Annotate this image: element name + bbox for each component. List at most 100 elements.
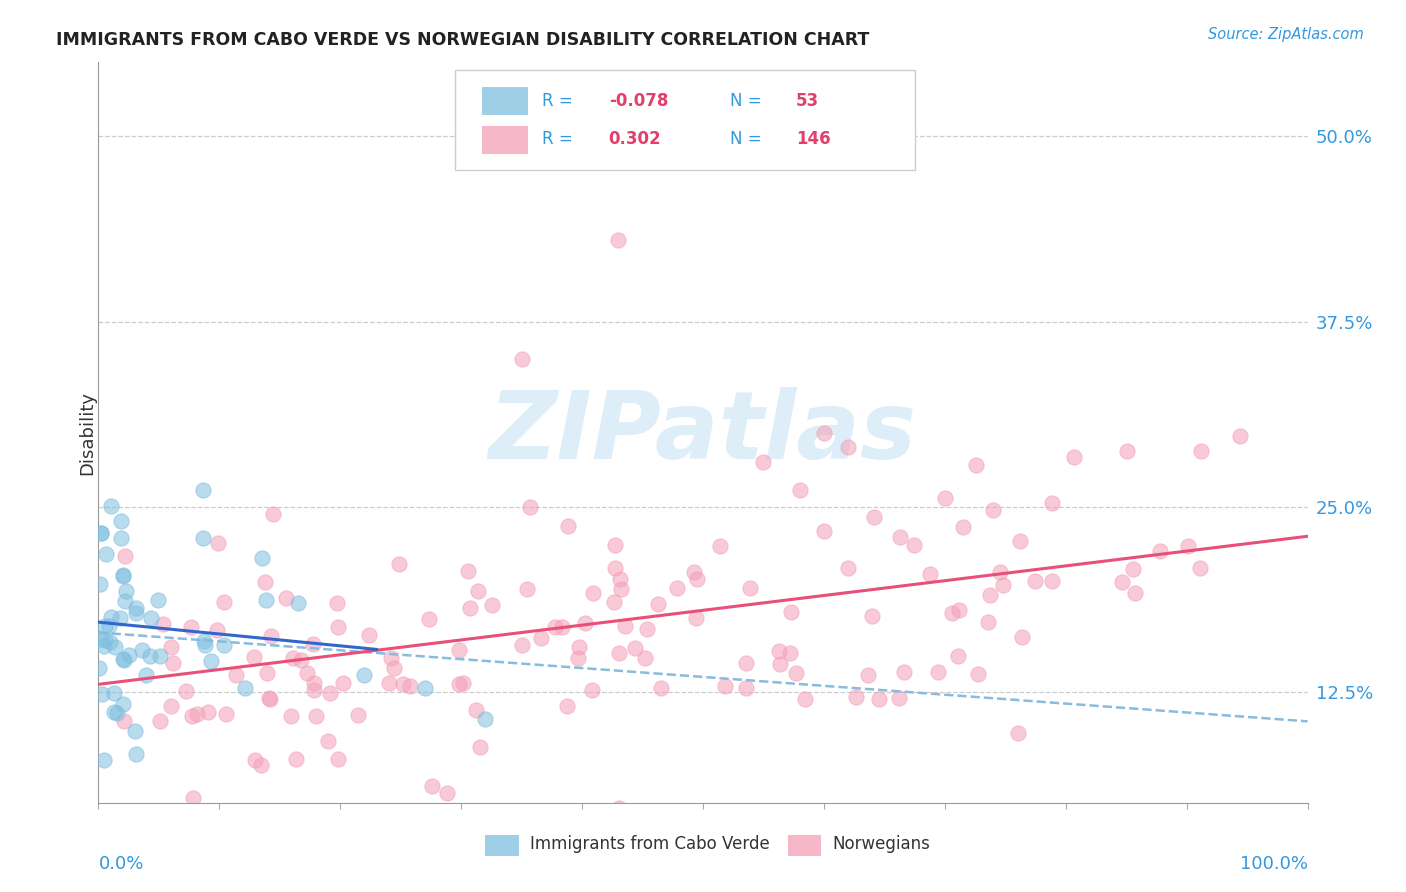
- Norwegians: [510, 639, 533, 653]
- Norwegians: [779, 646, 801, 660]
- Immigrants from Cabo Verde: [111, 569, 134, 583]
- Text: -0.078: -0.078: [609, 92, 668, 110]
- Text: Norwegians: Norwegians: [832, 835, 931, 854]
- Norwegians: [574, 616, 596, 631]
- Immigrants from Cabo Verde: [112, 698, 135, 712]
- Norwegians: [212, 595, 235, 609]
- Text: Immigrants from Cabo Verde: Immigrants from Cabo Verde: [530, 835, 770, 854]
- Norwegians: [993, 578, 1015, 592]
- Norwegians: [920, 566, 942, 581]
- Immigrants from Cabo Verde: [110, 611, 132, 625]
- Norwegians: [686, 572, 709, 586]
- Norwegians: [868, 691, 890, 706]
- Norwegians: [1121, 562, 1143, 576]
- Norwegians: [302, 676, 325, 690]
- Text: R =: R =: [543, 130, 572, 148]
- Norwegians: [467, 584, 489, 599]
- Norwegians: [550, 620, 572, 634]
- Norwegians: [952, 519, 974, 533]
- Norwegians: [856, 668, 879, 682]
- Norwegians: [735, 657, 758, 671]
- Norwegians: [186, 707, 208, 722]
- Immigrants from Cabo Verde: [191, 531, 214, 545]
- Norwegians: [752, 455, 775, 469]
- Norwegians: [256, 666, 278, 681]
- Immigrants from Cabo Verde: [193, 634, 215, 648]
- Immigrants from Cabo Verde: [93, 639, 115, 653]
- Norwegians: [1189, 444, 1212, 458]
- Norwegians: [979, 588, 1001, 602]
- Immigrants from Cabo Verde: [141, 611, 163, 625]
- Immigrants from Cabo Verde: [90, 525, 112, 540]
- Norwegians: [837, 441, 859, 455]
- Norwegians: [1040, 574, 1063, 588]
- Norwegians: [319, 686, 342, 700]
- Immigrants from Cabo Verde: [149, 648, 172, 663]
- Norwegians: [481, 599, 503, 613]
- Norwegians: [794, 692, 817, 706]
- Immigrants from Cabo Verde: [125, 747, 148, 761]
- Norwegians: [948, 603, 970, 617]
- Norwegians: [988, 565, 1011, 579]
- Immigrants from Cabo Verde: [191, 483, 214, 497]
- Norwegians: [207, 536, 229, 550]
- Immigrants from Cabo Verde: [146, 593, 169, 607]
- Norwegians: [1011, 630, 1033, 644]
- Norwegians: [328, 752, 350, 766]
- Norwegians: [568, 640, 591, 654]
- Norwegians: [259, 691, 281, 706]
- Norwegians: [927, 665, 949, 679]
- Norwegians: [284, 751, 307, 765]
- Norwegians: [316, 734, 339, 748]
- Norwegians: [274, 591, 297, 605]
- Norwegians: [665, 581, 688, 595]
- Norwegians: [332, 676, 354, 690]
- Norwegians: [609, 582, 631, 597]
- Immigrants from Cabo Verde: [353, 668, 375, 682]
- Norwegians: [1188, 561, 1211, 575]
- Immigrants from Cabo Verde: [194, 639, 217, 653]
- Norwegians: [176, 684, 198, 698]
- Norwegians: [1116, 444, 1139, 458]
- Norwegians: [451, 676, 474, 690]
- Y-axis label: Disability: Disability: [79, 391, 96, 475]
- Norwegians: [382, 661, 405, 675]
- Immigrants from Cabo Verde: [90, 632, 112, 646]
- Norwegians: [305, 708, 328, 723]
- Norwegians: [607, 233, 630, 247]
- Norwegians: [789, 483, 811, 497]
- Immigrants from Cabo Verde: [94, 619, 117, 633]
- Norwegians: [785, 665, 807, 680]
- Text: N =: N =: [730, 92, 761, 110]
- Text: Source: ZipAtlas.com: Source: ZipAtlas.com: [1208, 27, 1364, 42]
- Norwegians: [605, 538, 627, 552]
- Immigrants from Cabo Verde: [112, 653, 135, 667]
- Norwegians: [1123, 586, 1146, 600]
- Immigrants from Cabo Verde: [98, 619, 121, 633]
- Norwegians: [510, 351, 533, 366]
- Norwegians: [325, 596, 347, 610]
- Norwegians: [636, 622, 658, 636]
- Immigrants from Cabo Verde: [105, 706, 128, 721]
- Norwegians: [280, 708, 302, 723]
- Immigrants from Cabo Verde: [96, 547, 118, 561]
- Norwegians: [468, 739, 491, 754]
- Norwegians: [302, 637, 325, 651]
- Norwegians: [709, 539, 731, 553]
- Norwegians: [941, 607, 963, 621]
- Norwegians: [249, 757, 271, 772]
- Norwegians: [304, 683, 326, 698]
- Norwegians: [447, 676, 470, 690]
- Norwegians: [555, 699, 578, 714]
- Norwegians: [1111, 574, 1133, 589]
- Immigrants from Cabo Verde: [104, 640, 127, 654]
- FancyBboxPatch shape: [456, 70, 915, 169]
- Norwegians: [215, 707, 238, 722]
- FancyBboxPatch shape: [482, 126, 527, 154]
- Immigrants from Cabo Verde: [124, 723, 146, 738]
- Norwegians: [965, 458, 987, 472]
- Norwegians: [254, 575, 277, 590]
- Immigrants from Cabo Verde: [254, 592, 277, 607]
- Immigrants from Cabo Verde: [413, 681, 436, 695]
- Norwegians: [769, 657, 792, 671]
